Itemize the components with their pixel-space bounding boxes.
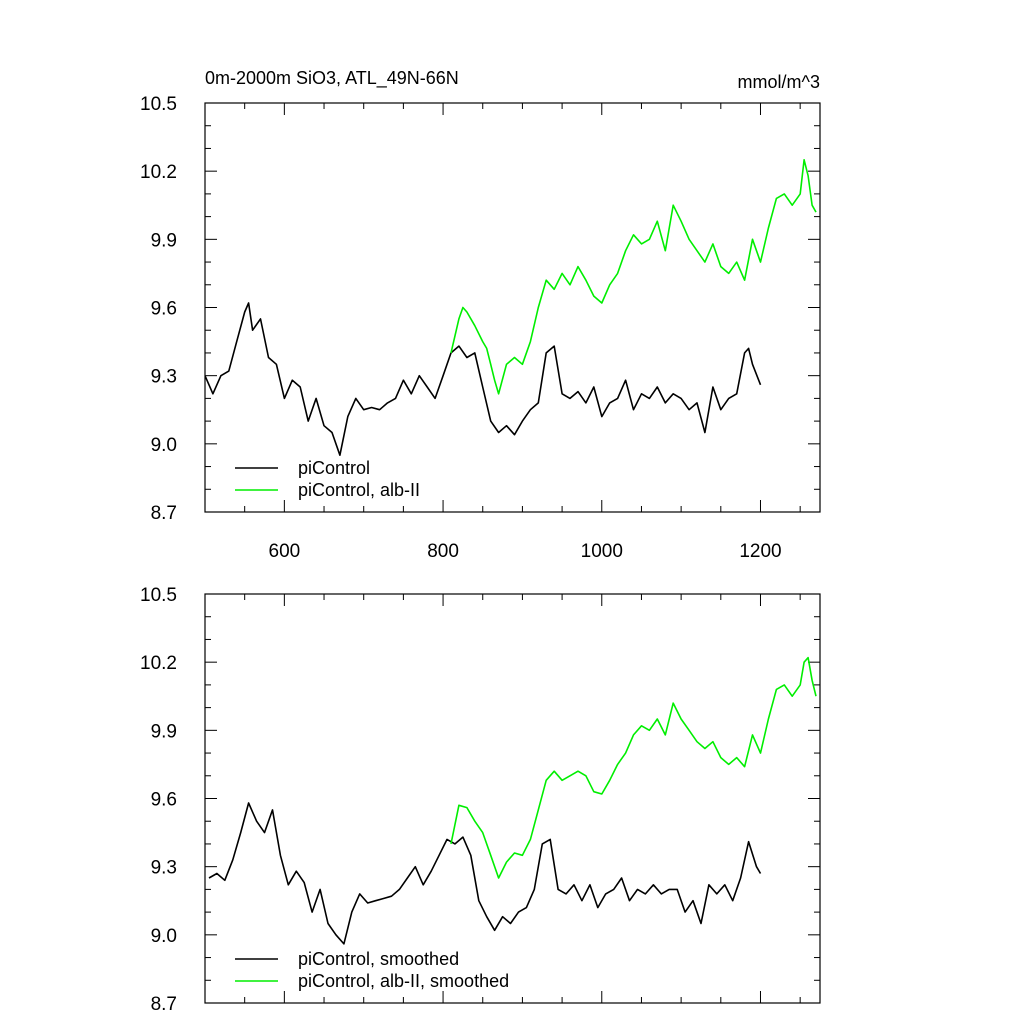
y-tick-label: 9.6: [151, 299, 177, 320]
y-tick-label: 9.3: [151, 367, 177, 388]
legend-label: piControl, alb-II: [298, 480, 420, 500]
chart-title: 0m-2000m SiO3, ATL_49N-66N: [205, 68, 459, 89]
y-tick-label: 10.5: [140, 585, 177, 606]
series-line-picontrol: [205, 302, 762, 457]
y-tick-label: 10.5: [140, 94, 177, 115]
units-label: mmol/m^3: [738, 72, 820, 92]
x-tick-label: 600: [269, 541, 301, 562]
y-tick-label: 9.0: [151, 926, 177, 947]
series-line-alb-ii: [450, 656, 817, 879]
x-tick-label: 1000: [581, 541, 623, 562]
y-tick-label: 10.2: [140, 653, 177, 674]
top-panel: 0m-2000m SiO3, ATL_49N-66N mmol/m^3 8.7 9…: [140, 68, 821, 562]
plot-frame: [204, 593, 821, 1004]
y-tick-label: 10.2: [140, 162, 177, 183]
y-tick-label: 9.6: [151, 790, 177, 811]
legend-label: piControl: [298, 458, 370, 478]
y-tick-label: 9.0: [151, 435, 177, 456]
y-tick-label: 8.7: [151, 994, 177, 1015]
x-tick-label: 1200: [739, 541, 781, 562]
legend-label: piControl, alb-II, smoothed: [298, 971, 509, 991]
x-tick-label: 800: [427, 541, 459, 562]
series-line-picontrol: [208, 802, 762, 945]
series-line-alb-ii: [450, 159, 817, 395]
bottom-panel: 8.7 9.0 9.3 9.6 9.9 10.2 10.5 piControl, smooth…: [140, 585, 821, 1015]
y-tick-label: 9.9: [151, 230, 177, 251]
y-tick-label: 8.7: [151, 503, 177, 524]
legend-label: piControl, smoothed: [298, 949, 459, 969]
y-tick-label: 9.9: [151, 721, 177, 742]
y-tick-label: 9.3: [151, 858, 177, 879]
plot-frame: [204, 102, 821, 513]
